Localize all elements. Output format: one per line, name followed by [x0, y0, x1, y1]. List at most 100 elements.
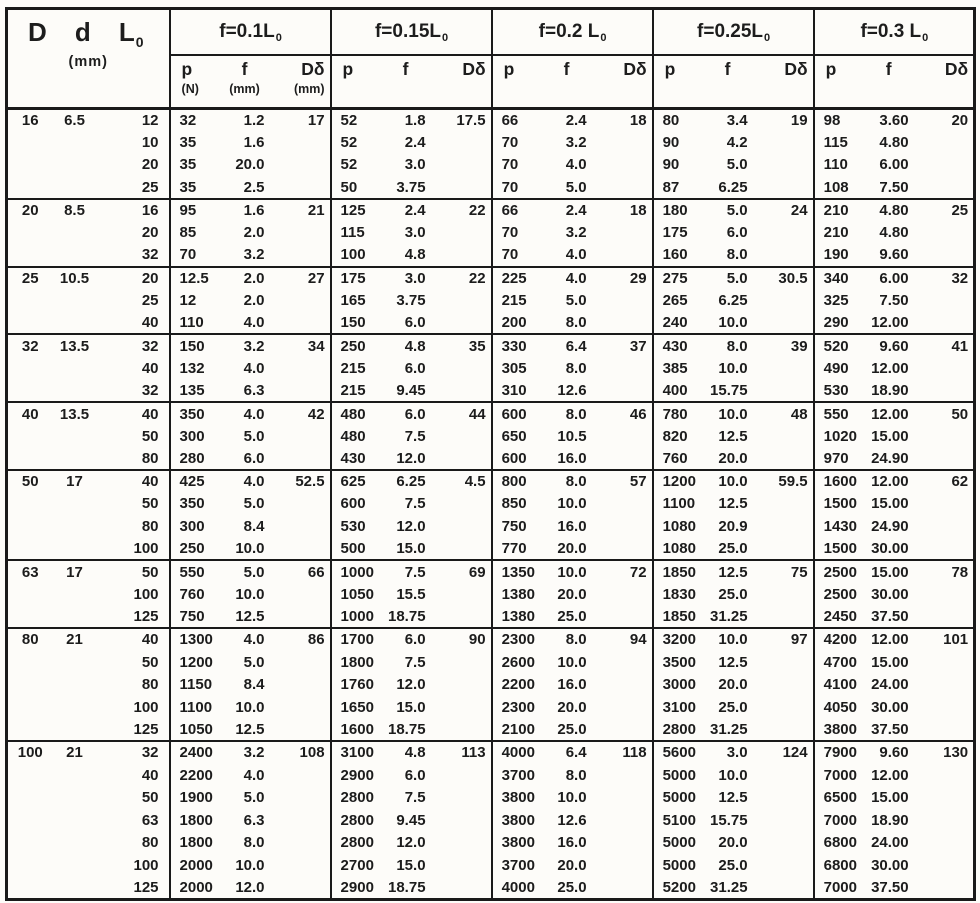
- table-row: 40 110 4.0 150 6.0 200 8.0 240 10.0 290 12.00: [7, 311, 975, 335]
- cell-p-group-5: 4100: [812, 673, 866, 696]
- cell-f-group-4: 25.0: [718, 856, 748, 874]
- cell-Ddelta-group-4: [751, 832, 814, 855]
- cell-L0: 25: [141, 178, 159, 196]
- cell-p-group-1: 110: [168, 311, 222, 335]
- cell-Ddelta-group-5: [912, 357, 975, 380]
- cell-D: [7, 719, 53, 742]
- cell-f-group-4: 10.0: [704, 469, 751, 493]
- cell-f-group-3: 20.0: [557, 540, 587, 558]
- cell-D: [7, 877, 53, 900]
- cell-p-group-3: 200: [490, 311, 544, 335]
- cell-Ddelta-group-3: [590, 312, 653, 335]
- cell-f-group-1: 8.4: [243, 676, 265, 694]
- cell-p-group-1: 35: [168, 153, 222, 177]
- cell-D: [7, 131, 53, 154]
- cell-p-group-4: 1830: [651, 582, 705, 606]
- cell-p-group-2: 2800: [329, 808, 383, 832]
- group-title-3: f=0.2 L0: [490, 8, 653, 56]
- cell-p-group-1: 1100: [168, 695, 222, 719]
- cell-L0: 25: [141, 292, 159, 310]
- cell-d: [53, 154, 97, 177]
- cell-f-group-4: 8.0: [726, 246, 748, 264]
- cell-d: [53, 357, 97, 380]
- cell-f-group-5: 15.00: [871, 495, 909, 513]
- cell-f-group-5: 4.80: [879, 133, 909, 151]
- cell-Ddelta-group-1: [268, 244, 331, 267]
- cell-f-group-5: 37.50: [871, 607, 909, 625]
- cell-p-group-1: 300: [168, 515, 222, 538]
- cell-f-group-5: 15.00: [865, 559, 912, 583]
- cell-Ddelta-group-5: 32: [911, 265, 975, 290]
- cell-f-group-4: 6.0: [726, 224, 748, 242]
- cell-p-group-5: 4700: [812, 650, 866, 674]
- cell-p-group-5: 7000: [812, 876, 866, 900]
- cell-f-group-5: 24.90: [871, 517, 909, 535]
- cell-Ddelta-group-3: [590, 357, 653, 380]
- cell-Ddelta-group-1: 108: [267, 740, 331, 764]
- cell-p-group-4: 5000: [651, 786, 705, 809]
- table-row: 16 6.5 12 32 1.2 17 52 1.8 17.5 66 2.4 18 80 3.4 19 98 3…: [7, 108, 975, 132]
- cell-p-group-2: 2800: [329, 831, 383, 855]
- cell-f-group-1: 10.0: [235, 585, 265, 603]
- cell-f-group-3: 8.0: [565, 359, 587, 377]
- cell-d: [53, 425, 97, 448]
- cell-Ddelta-group-5: [912, 719, 975, 742]
- cell-Ddelta-group-2: [429, 289, 492, 312]
- cell-f-group-5: 15.00: [871, 427, 909, 445]
- cell-Ddelta-group-5: [912, 312, 975, 335]
- cell-f-group-5: 3.60: [879, 112, 909, 130]
- cell-f-group-4: 5.0: [704, 197, 751, 222]
- cell-p-group-5: 98: [812, 108, 866, 132]
- cell-f-group-2: 15.5: [396, 585, 426, 603]
- cell-f-group-4: 12.5: [718, 653, 748, 671]
- cell-p-group-5: 190: [812, 244, 866, 267]
- cell-Ddelta-group-2: [429, 719, 492, 742]
- cell-Ddelta-group-5: [912, 673, 975, 696]
- cell-L0: 100: [133, 856, 159, 874]
- f-header-group-4: f: [704, 55, 751, 110]
- cell-p-group-4: 1850: [651, 605, 705, 629]
- cell-Ddelta-group-2: 35: [428, 333, 492, 358]
- cell-f-group-3: 6.4: [543, 333, 590, 358]
- cell-p-group-2: 52: [329, 108, 383, 132]
- cell-d: 13.5: [52, 401, 97, 425]
- cell-f-group-3: 6.4: [543, 740, 590, 764]
- cell-p-group-5: 1430: [812, 515, 866, 538]
- cell-f-group-1: 4.0: [221, 627, 268, 651]
- table-row: 100 1100 10.0 1650 15.0 2300 20.0 3100 25.0 4050 3…: [7, 695, 975, 719]
- cell-L0: 80: [141, 676, 159, 694]
- cell-p-group-3: 70: [490, 244, 544, 267]
- cell-Ddelta-group-3: 72: [589, 559, 653, 583]
- cell-f-group-4: 5.0: [726, 156, 748, 174]
- table-row: 40 132 4.0 215 6.0 305 8.0 385 10.0 490 12.00: [7, 357, 975, 380]
- cell-p-group-2: 480: [329, 424, 383, 448]
- cell-Ddelta-group-5: [912, 877, 975, 900]
- table-row: 100 250 10.0 500 15.0 770 20.0 1080 25.0 1500 30.0…: [7, 537, 975, 561]
- cell-d: [53, 538, 97, 561]
- cell-Ddelta-group-5: [912, 606, 975, 629]
- cell-p-group-3: 4000: [490, 876, 544, 900]
- cell-p-group-5: 210: [812, 197, 866, 222]
- col-label-d: d: [74, 17, 91, 47]
- cell-Ddelta-group-4: [751, 809, 814, 832]
- cell-p-group-3: 1380: [490, 605, 544, 629]
- cell-Ddelta-group-4: 19: [790, 112, 808, 130]
- cell-p-group-1: 32: [168, 108, 222, 132]
- cell-p-group-3: 2300: [490, 695, 544, 719]
- cell-f-group-2: 18.75: [388, 607, 426, 625]
- cell-D: [7, 221, 53, 244]
- cell-f-group-5: 12.00: [871, 359, 909, 377]
- cell-f-group-1: 6.3: [243, 811, 265, 829]
- cell-f-group-4: 10.0: [718, 314, 748, 332]
- cell-f-group-1: 5.0: [243, 495, 265, 513]
- cell-Ddelta-group-4: [751, 786, 814, 809]
- cell-Ddelta-group-1: [268, 447, 331, 470]
- cell-f-group-2: 18.75: [388, 878, 426, 896]
- table-row: 80 280 6.0 430 12.0 600 16.0 760 20.0 970 24.90: [7, 447, 975, 470]
- cell-f-group-2: 7.5: [404, 789, 426, 807]
- cell-p-group-4: 3200: [651, 627, 705, 651]
- cell-Ddelta-group-4: 30.5: [750, 265, 814, 290]
- cell-p-group-5: 4050: [812, 695, 866, 719]
- cell-Ddelta-group-5: [912, 131, 975, 154]
- cell-L0: 50: [96, 559, 170, 583]
